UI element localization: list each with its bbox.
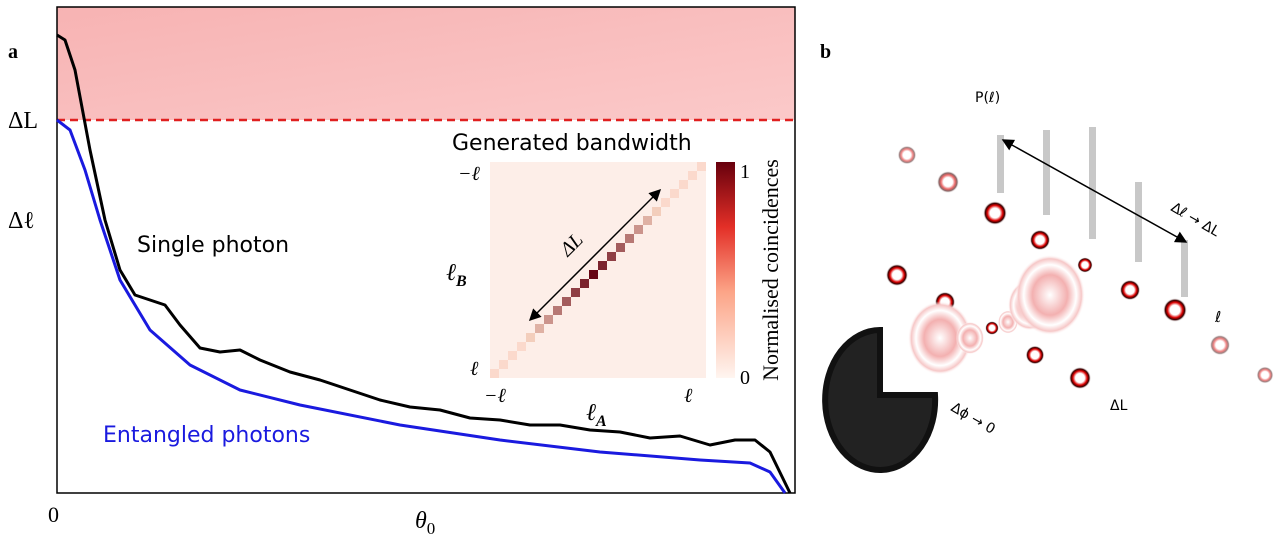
- heatmap-cell: [562, 297, 571, 306]
- heatmap-cell: [679, 180, 688, 189]
- beam-ring: [1208, 333, 1232, 357]
- y-label: ΔL: [8, 108, 38, 134]
- beam-spot: [1015, 254, 1085, 336]
- heatmap-cell: [625, 234, 634, 243]
- x-label-subscript: 0: [427, 519, 436, 537]
- beam-rings: [884, 144, 1275, 391]
- heatmap-cell: [580, 279, 589, 288]
- heatmap-cell: [643, 216, 652, 225]
- bar-shape: [1181, 240, 1188, 297]
- inset-y-label: ℓB: [446, 260, 467, 290]
- beam-ring: [935, 169, 961, 195]
- plot-frame: [56, 6, 796, 494]
- heatmap-cell: [607, 252, 616, 261]
- beam-spot: [956, 321, 984, 355]
- panel-label: b: [820, 41, 831, 63]
- beam-ring: [1028, 228, 1052, 252]
- beam-ring: [1076, 256, 1094, 274]
- inset-y-tick: −ℓ: [458, 163, 480, 185]
- beam-ring: [1067, 365, 1093, 391]
- heatmap-cell: [526, 333, 535, 342]
- heatmap-cell: [670, 189, 679, 198]
- heatmap-cell: [589, 270, 598, 279]
- heatmap-cell: [544, 315, 553, 324]
- beam-ring: [981, 199, 1009, 227]
- x-origin: 0: [48, 502, 59, 527]
- heatmap-cell: [634, 225, 643, 234]
- y-label: Δℓ: [8, 208, 35, 234]
- b-text: Δℓ → ΔL: [1168, 200, 1222, 241]
- heatmap-cell: [598, 261, 607, 270]
- single-photon-curve: [56, 33, 792, 494]
- heatmap: [490, 162, 706, 378]
- bar-shape: [1089, 127, 1096, 239]
- heatmap-cell: [697, 162, 706, 171]
- b-text: P(ℓ): [975, 90, 1000, 106]
- inset-y-label-symbol: ℓ: [446, 260, 456, 286]
- spiral-phase-plate: [822, 326, 939, 473]
- inset-x-label-symbol: ℓ: [586, 400, 596, 426]
- heatmap-cell: [571, 288, 580, 297]
- heatmap-cell: [499, 360, 508, 369]
- inset-x-label-subscript: A: [595, 413, 607, 430]
- beam-ring: [1255, 365, 1275, 385]
- inset-title: Generated bandwidth: [452, 131, 692, 156]
- width-arrow: [1001, 139, 1188, 243]
- b-text: ΔL: [1110, 398, 1128, 414]
- entangled-curve: [56, 118, 787, 494]
- heatmap-cell: [652, 207, 661, 216]
- bandwidth-arrow: [528, 188, 662, 322]
- inset-x-label: ℓA: [586, 400, 607, 430]
- heatmap-cell: [508, 351, 517, 360]
- limit-region: [57, 7, 795, 120]
- heatmap-cell: [661, 198, 670, 207]
- x-label-symbol: θ: [415, 508, 427, 534]
- bar-shape: [1043, 130, 1050, 215]
- beam-spot: [908, 301, 972, 375]
- colorbar-tick: 1: [740, 161, 750, 183]
- x-label: θ0: [415, 508, 435, 537]
- panel-label: a: [8, 41, 18, 63]
- colorbar-label: Normalised coincidences: [758, 159, 783, 381]
- beam-ring: [984, 320, 1000, 336]
- heatmap-cell: [616, 243, 625, 252]
- inset-x-tick: −ℓ: [484, 385, 506, 407]
- heatmap-cell: [553, 306, 562, 315]
- heatmap-cell: [535, 324, 544, 333]
- heatmap-cell: [517, 342, 526, 351]
- bar-shape: [1135, 182, 1142, 262]
- inset-y-label-subscript: B: [455, 273, 467, 290]
- colorbar: [716, 162, 735, 378]
- beam-ring: [1161, 296, 1189, 324]
- beam-ring: [896, 144, 918, 166]
- bar-shape: [997, 135, 1004, 193]
- beam-ring: [1024, 344, 1046, 366]
- inset-y-tick: ℓ: [470, 358, 479, 380]
- colorbar-tick: 0: [740, 367, 750, 389]
- beam-ring: [1118, 278, 1142, 302]
- heatmap-cell: [490, 369, 499, 378]
- curve-label: Single photon: [137, 233, 289, 258]
- curve-label: Entangled photons: [103, 423, 310, 448]
- beam-ring: [884, 262, 910, 288]
- heatmap-cell: [688, 171, 697, 180]
- b-text: ℓ: [1214, 308, 1221, 326]
- inset-x-tick: ℓ: [684, 385, 693, 407]
- b-text: Δϕ → 0: [948, 400, 998, 438]
